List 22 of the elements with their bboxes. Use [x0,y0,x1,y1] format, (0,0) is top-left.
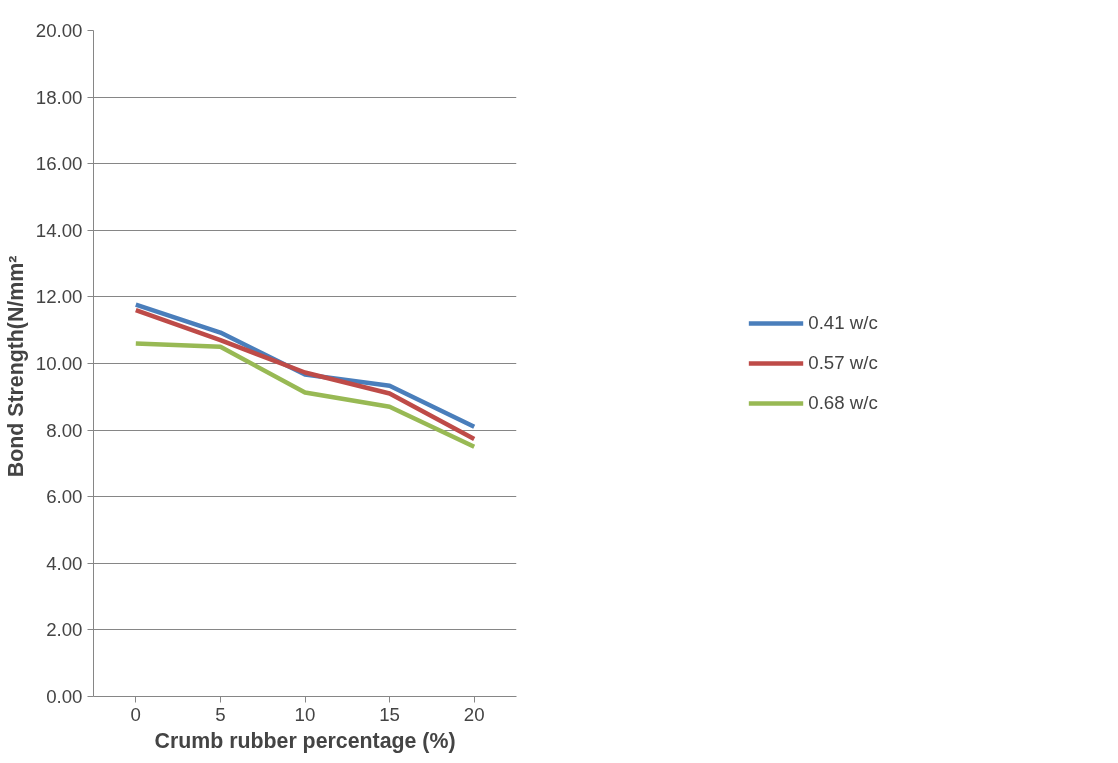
y-tick-label: 12.00 [35,286,83,308]
legend-label: 0.41 w/c [808,312,878,334]
x-tick-label: 0 [130,703,141,725]
y-tick-label: 0.00 [46,686,83,707]
y-tick-label: 2.00 [46,619,83,641]
y-tick-label: 14.00 [35,219,83,241]
legend-label: 0.57 w/c [808,352,878,374]
x-tick-label: 10 [294,703,316,725]
y-tick-label: 6.00 [46,486,83,508]
x-axis-title: Crumb rubber percentage (%) [154,728,456,753]
y-tick-label: 18.00 [35,86,83,108]
y-tick-label: 4.00 [46,552,83,574]
legend-label: 0.68 w/c [808,392,878,414]
x-tick-label: 20 [463,703,485,725]
y-tick-label: 8.00 [46,419,83,441]
y-tick-label: 16.00 [35,153,83,175]
y-tick-label: 20.00 [35,20,83,41]
y-tick-label: 10.00 [35,353,83,374]
x-tick-label: 5 [215,703,226,725]
x-tick-label: 15 [379,703,400,725]
y-axis-title: Bond Strength(N/mm² [3,255,28,478]
line-series [133,341,477,449]
